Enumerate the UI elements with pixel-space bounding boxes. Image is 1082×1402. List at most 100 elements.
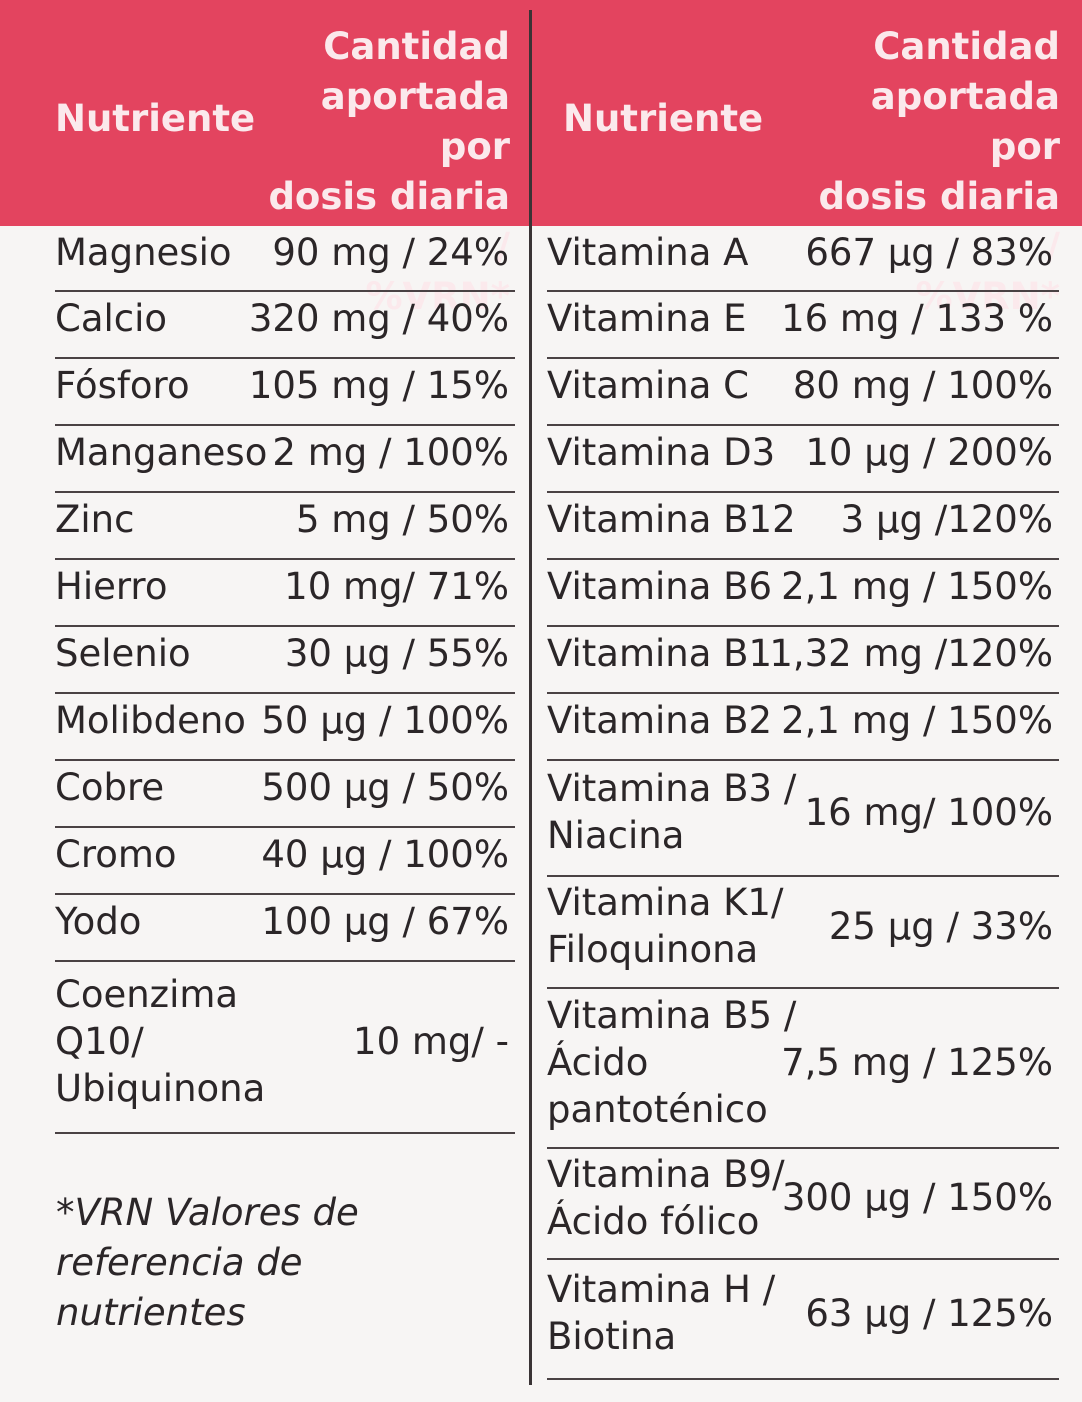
table-row: Vitamina B6 2,1 mg / 150%	[547, 560, 1059, 627]
nutrient-name: Vitamina C	[547, 362, 749, 409]
nutrient-name-line: Vitamina K1/	[547, 881, 784, 924]
nutrient-name-line: Vitamina B2	[547, 699, 773, 742]
nutrient-amount: 80 mg / 100%	[792, 364, 1053, 407]
nutrient-amount: 2,1 mg / 150%	[781, 565, 1053, 608]
nutrient-name-line: Vitamina E	[547, 297, 747, 340]
nutrient-name: Vitamina B1	[547, 630, 772, 677]
nutrient-name-line: Ubiquinona	[55, 1066, 266, 1110]
nutrient-name-line: Hierro	[55, 565, 168, 608]
nutrient-name: Magnesio	[55, 229, 232, 276]
nutrient-name-line: pantoténico	[547, 1087, 768, 1131]
nutrient-name: Vitamina B2	[547, 697, 772, 744]
table-header	[0, 0, 1082, 226]
left-nutrient-header: Nutriente	[55, 97, 256, 140]
table-row: Vitamina H / Biotina 63 µg / 125%	[547, 1260, 1059, 1380]
nutrient-name: Cobre	[55, 764, 164, 811]
table-row: Vitamina E 16 mg / 133 %	[547, 292, 1059, 359]
table-row: Vitamina D3 10 µg / 200%	[547, 426, 1059, 493]
table-row: Hierro 10 mg/ 71%	[55, 560, 515, 627]
left-amount-header-line: %VRN*	[365, 275, 510, 318]
nutrient-amount: 30 µg / 55%	[284, 632, 509, 675]
nutrient-name-line: Ácido	[547, 1040, 649, 1084]
left-amount-header-line: dosis diaria /	[268, 175, 510, 268]
right-nutrient-header: Nutriente	[563, 97, 764, 140]
nutrient-name-line: Cromo	[55, 833, 177, 876]
nutrient-name-line: Vitamina B3 /	[547, 767, 797, 810]
nutrient-name-line: Molibdeno	[55, 699, 246, 742]
nutrient-name: Calcio	[55, 295, 167, 342]
table-row: Vitamina B9/Ácido fólico 300 µg / 150%	[547, 1149, 1059, 1260]
nutrient-amount: 40 µg / 100%	[261, 833, 509, 876]
nutrient-name: Yodo	[55, 898, 141, 945]
nutrient-name-line: Cobre	[55, 766, 165, 809]
table-row: Vitamina B12 3 µg /120%	[547, 493, 1059, 560]
nutrient-amount: 2 mg / 100%	[272, 431, 509, 474]
table-row: Cromo 40 µg / 100%	[55, 828, 515, 895]
nutrient-name-line: Calcio	[55, 297, 168, 340]
nutrient-amount: 2,1 mg / 150%	[781, 699, 1053, 742]
nutrient-name-line: Vitamina B9/	[547, 1152, 785, 1196]
nutrient-name-line: Niacina	[547, 814, 685, 857]
nutrient-name-line: Ácido fólico	[547, 1199, 760, 1243]
nutrient-name-line: Coenzima	[55, 972, 239, 1016]
nutrient-name-line: Biotina	[547, 1315, 677, 1358]
nutrient-amount: 667 µg / 83%	[805, 230, 1053, 274]
nutrient-name: Molibdeno	[55, 697, 246, 744]
nutrient-amount: 10 mg/ -	[353, 1019, 509, 1063]
nutrient-name: Vitamina H / Biotina	[547, 1266, 775, 1360]
nutrient-amount: 50 µg / 100%	[261, 699, 509, 742]
nutrient-name-line: Vitamina D3	[547, 431, 776, 474]
left-amount-header-line: Cantidad	[323, 25, 510, 68]
vitamins-column: Vitamina A 667 µg / 83% Vitamina E 16 mg / …	[547, 226, 1059, 1380]
nutrient-name: Vitamina B3 /Niacina	[547, 765, 796, 859]
table-row: Vitamina B1 1,32 mg /120%	[547, 627, 1059, 694]
left-amount-header: Cantidad aportada por dosis diaria / %VR…	[250, 22, 510, 322]
nutrient-name: Hierro	[55, 563, 167, 610]
nutrient-amount: 16 mg / 133 %	[781, 297, 1053, 340]
table-row: Vitamina B3 /Niacina 16 mg/ 100%	[547, 761, 1059, 877]
nutrient-amount: 320 mg / 40%	[248, 297, 509, 340]
nutrient-name-line: Vitamina B6	[547, 565, 773, 608]
nutrient-name-line: Vitamina A	[547, 230, 749, 274]
nutrient-amount: 90 mg / 24%	[272, 230, 509, 274]
nutrient-amount: 3 µg /120%	[840, 498, 1053, 541]
right-amount-header-line: %VRN*	[915, 275, 1060, 318]
nutrient-name: Manganeso	[55, 429, 267, 476]
table-row: Coenzima Q10/Ubiquinona 10 mg/ -	[55, 962, 515, 1134]
footnote-line: referencia de	[56, 1241, 303, 1284]
nutrient-amount: 10 µg / 200%	[805, 431, 1053, 474]
nutrient-name: Fósforo	[55, 362, 190, 409]
nutrient-name: Vitamina B9/Ácido fólico	[547, 1151, 785, 1245]
table-row: Molibdeno 50 µg / 100%	[55, 694, 515, 761]
nutrient-name: Vitamina E	[547, 295, 747, 342]
nutrient-name: Vitamina B5 /Ácido pantoténico	[547, 992, 796, 1133]
nutrient-name: Vitamina A	[547, 229, 748, 276]
nutrient-name: Vitamina K1/Filoquinona	[547, 879, 783, 973]
nutrient-name-line: Vitamina B5 /	[547, 993, 797, 1037]
nutrient-name-line: Fósforo	[55, 364, 190, 407]
nutrient-amount: 105 mg / 15%	[248, 364, 509, 407]
nutrient-amount: 10 mg/ 71%	[284, 565, 509, 608]
nutrient-amount: 1,32 mg /120%	[769, 632, 1053, 675]
left-amount-header-line: aportada por	[320, 75, 510, 168]
vrn-footnote: *VRN Valores de referencia de nutrientes	[56, 1188, 496, 1338]
nutrient-amount: 16 mg/ 100%	[804, 790, 1053, 834]
nutrient-name: Vitamina D3	[547, 429, 775, 476]
nutrient-amount: 25 µg / 33%	[828, 904, 1053, 948]
table-row: Calcio 320 mg / 40%	[55, 292, 515, 359]
nutrient-name-line: Zinc	[55, 498, 135, 541]
nutrient-name: Coenzima Q10/Ubiquinona	[55, 971, 265, 1112]
minerals-column: Magnesio 90 mg / 24% Calcio 320 mg / 40% Fós…	[55, 226, 515, 1134]
nutrient-name: Vitamina B12	[547, 496, 796, 543]
right-amount-header: Cantidad aportada por dosis diaria / %VR…	[800, 22, 1060, 322]
nutrient-name-line: Filoquinona	[547, 928, 759, 971]
table-row: Yodo 100 µg / 67%	[55, 895, 515, 962]
nutrient-name-line: Manganeso	[55, 431, 268, 474]
nutrient-name-line: Yodo	[55, 900, 142, 943]
table-row: Vitamina B2 2,1 mg / 150%	[547, 694, 1059, 761]
nutrient-name-line: Vitamina C	[547, 364, 750, 407]
nutrient-name-line: Magnesio	[55, 230, 232, 274]
nutrient-amount: 300 µg / 150%	[781, 1176, 1053, 1219]
table-row: Vitamina B5 /Ácido pantoténico 7,5 mg / 12…	[547, 989, 1059, 1149]
nutrient-name: Selenio	[55, 630, 191, 677]
